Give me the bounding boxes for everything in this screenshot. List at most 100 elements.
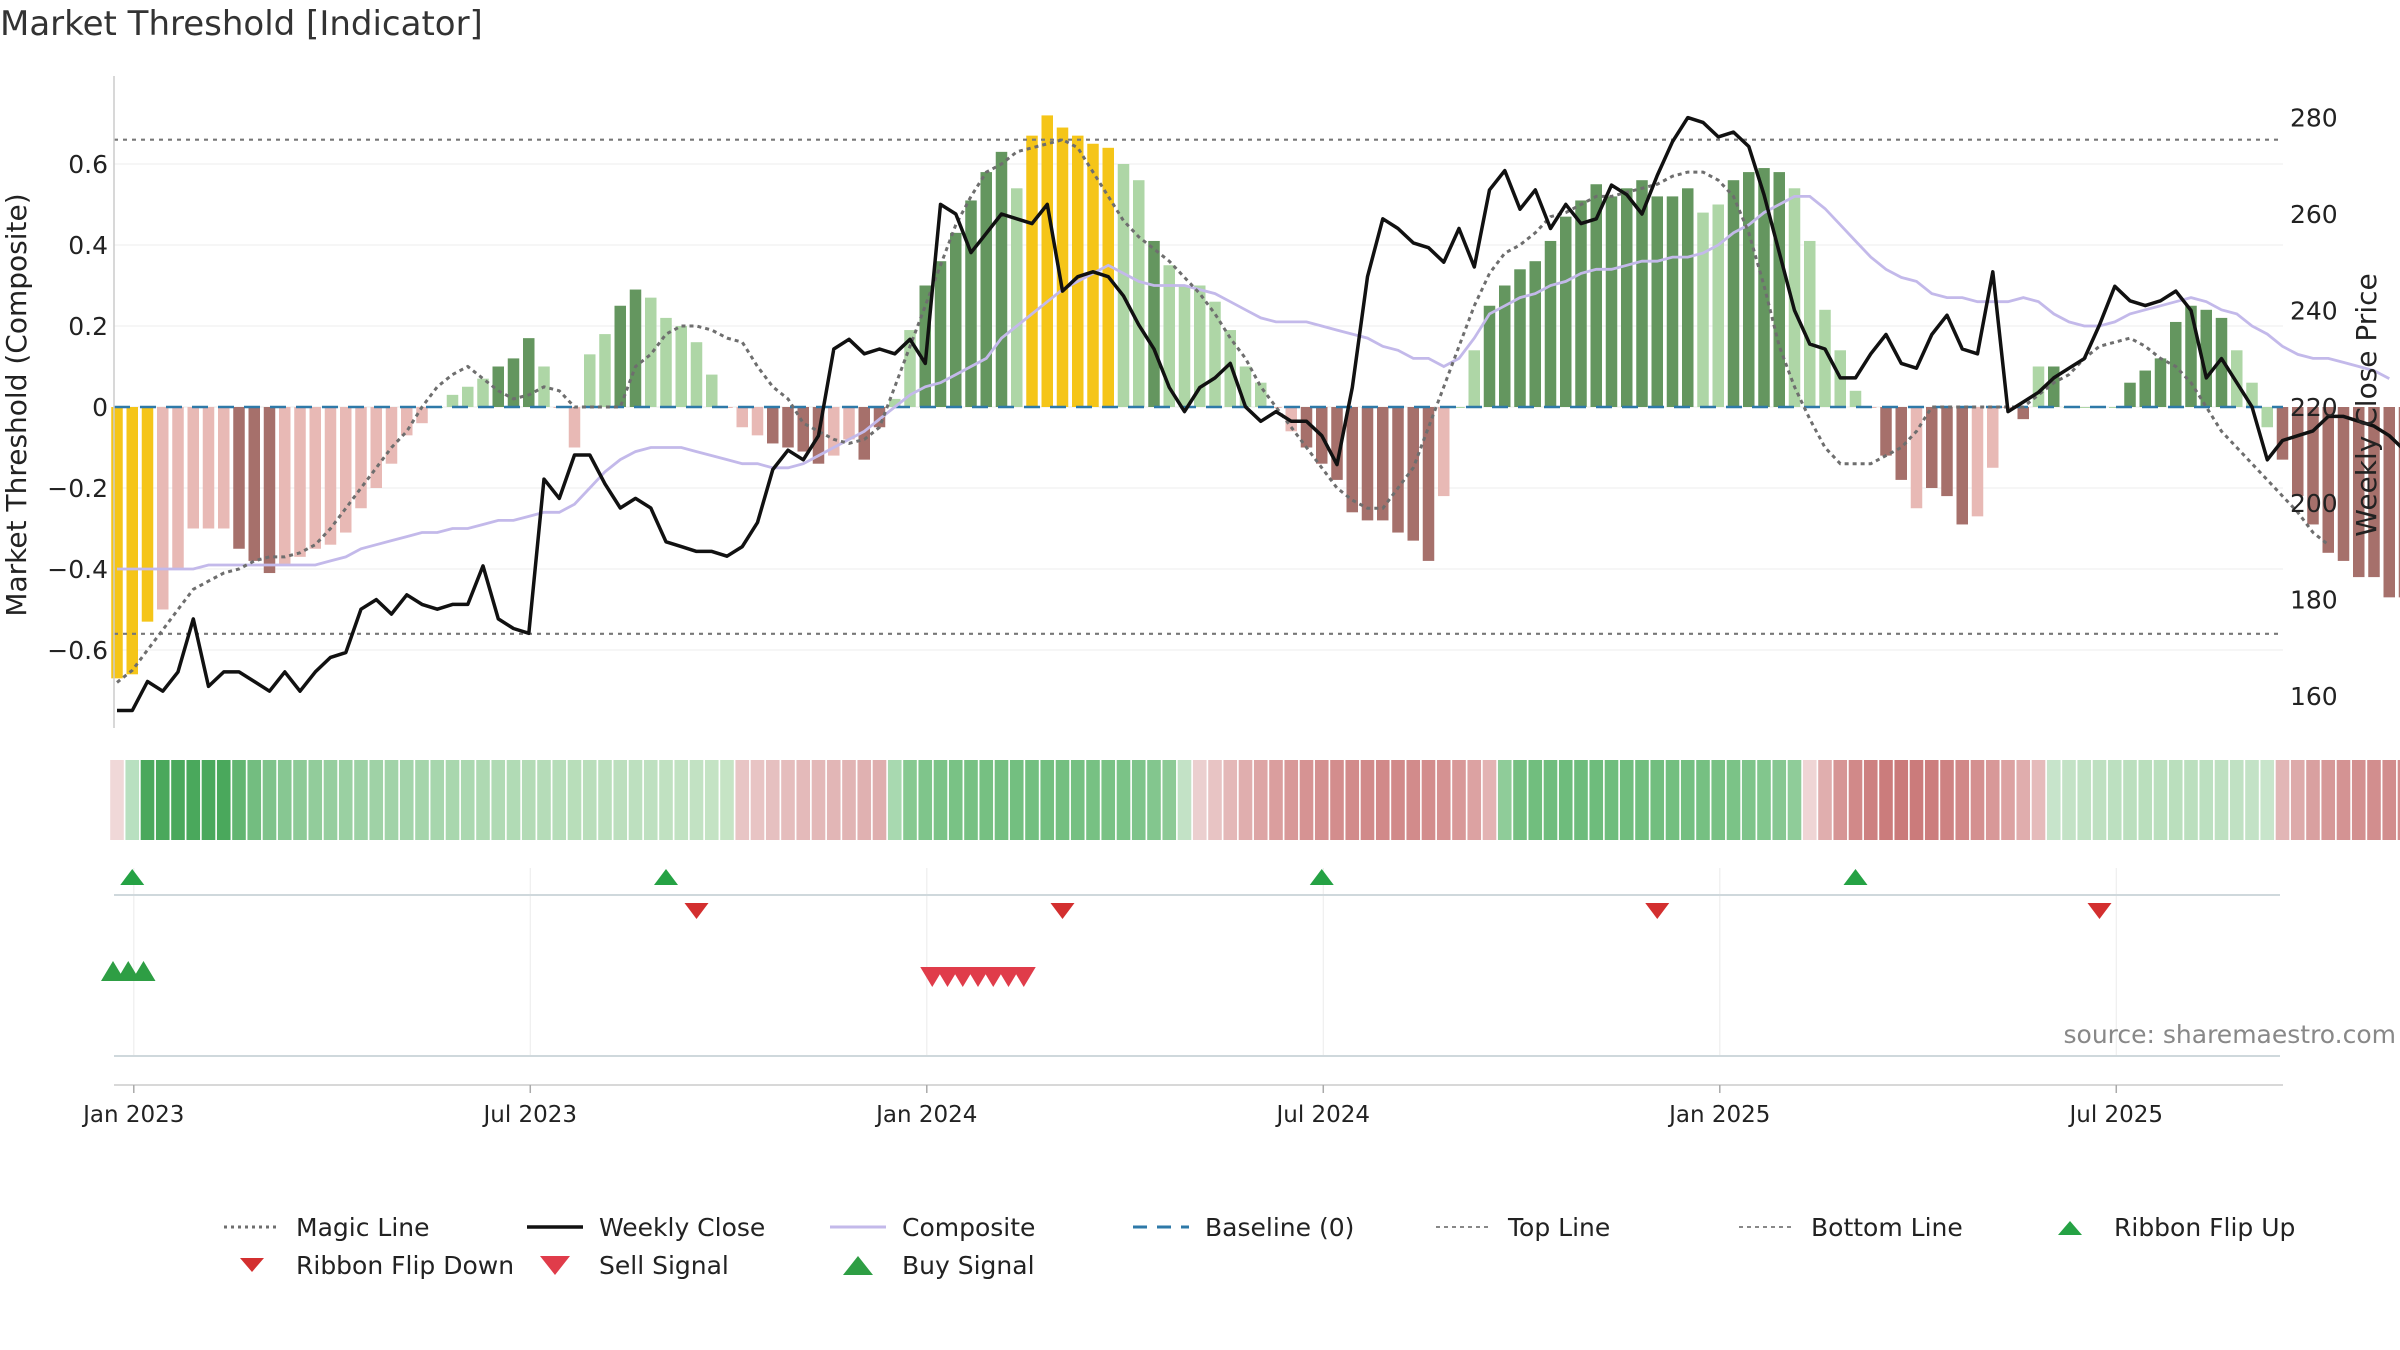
ribbon-cell <box>720 760 734 840</box>
threshold-bar <box>1026 135 1038 407</box>
ribbon-cell <box>1452 760 1466 840</box>
threshold-bars <box>111 115 2400 679</box>
ribbon-cell <box>1665 760 1680 840</box>
ribbon-cell <box>2321 760 2336 840</box>
ribbon-cell <box>1284 760 1299 840</box>
ribbon-cell <box>216 760 231 840</box>
legend-label: Top Line <box>1508 1212 1611 1242</box>
threshold-bar <box>324 407 337 545</box>
threshold-bar <box>1468 350 1480 407</box>
buy-signal-marker <box>116 961 141 981</box>
y-tick-label: 0.4 <box>68 231 108 260</box>
ribbon-cell <box>628 760 643 840</box>
ribbon-cell <box>735 760 750 840</box>
threshold-bar <box>1926 407 1938 488</box>
baseline-swatch <box>1133 1225 1189 1229</box>
threshold-bar <box>2170 321 2182 407</box>
threshold-bar <box>263 407 276 574</box>
magic-line-swatch <box>224 1225 280 1229</box>
ribbon-flip-down-marker <box>1050 903 1075 919</box>
axes: −0.6 −0.4 −0.2 0 0.2 0.4 0.6 160 180 200 220 240 260… <box>47 76 2338 728</box>
threshold-bar <box>568 407 581 448</box>
ribbon-cell <box>1543 760 1558 840</box>
ribbon-cell <box>704 760 719 840</box>
y2-tick-label: 280 <box>2290 104 2338 133</box>
ribbon-cell <box>811 760 826 840</box>
ribbon-cell <box>979 760 994 840</box>
threshold-bar <box>1910 407 1923 509</box>
ribbon-cell <box>293 760 307 840</box>
weekly-close-swatch <box>527 1225 583 1229</box>
ribbon-cell <box>2229 760 2244 840</box>
ribbon-cell <box>964 760 978 840</box>
threshold-bar <box>477 378 489 407</box>
threshold-bar <box>370 407 382 488</box>
threshold-bar <box>828 407 840 456</box>
sell-signal-marker <box>935 967 960 987</box>
weekly-close-line <box>117 115 2400 713</box>
ribbon-cell <box>1116 760 1131 840</box>
ribbon-cell <box>2001 760 2015 840</box>
threshold-bar <box>950 232 962 407</box>
ribbon-cell <box>1375 760 1390 840</box>
legend-label: Magic Line <box>296 1212 430 1242</box>
threshold-bar <box>2048 366 2060 407</box>
ribbon-cell <box>567 760 582 840</box>
ribbon-cell <box>1619 760 1634 840</box>
threshold-bar <box>736 407 748 428</box>
flip-down-swatch <box>240 1258 264 1272</box>
ribbon-cell <box>2184 760 2198 840</box>
threshold-bar <box>2261 407 2273 428</box>
ribbon-cell <box>140 760 155 840</box>
threshold-bar <box>873 407 886 428</box>
ribbon-cell <box>2046 760 2061 840</box>
ribbon-cell <box>1086 760 1100 840</box>
ribbon-cell <box>323 760 338 840</box>
ribbon-cell <box>1696 760 1710 840</box>
legend-sell-signal: Sell Signal <box>523 1250 826 1280</box>
y2-tick-label: 240 <box>2290 296 2338 325</box>
threshold-bar <box>1148 240 1160 407</box>
ribbon-cell <box>232 760 246 840</box>
ribbon-flip-down-marker <box>1645 903 1670 919</box>
ribbon-cell <box>430 760 445 840</box>
threshold-bar <box>1697 212 1709 407</box>
source-note: source: sharemaestro.com <box>2063 1020 2397 1049</box>
ribbon-cell <box>1650 760 1665 840</box>
threshold-bar <box>1438 407 1450 497</box>
ribbon-cell <box>1421 760 1436 840</box>
threshold-bar <box>492 366 504 407</box>
threshold-bar <box>1346 407 1358 513</box>
ribbon-cell <box>1040 760 1055 840</box>
ribbon-cell <box>1070 760 1085 840</box>
ribbon-cell <box>750 760 765 840</box>
ribbon-cell <box>1147 760 1161 840</box>
buy-signal-marker <box>101 961 125 981</box>
threshold-bar <box>1987 407 1999 468</box>
ribbon-cell <box>445 760 460 840</box>
ribbon-cell <box>1711 760 1726 840</box>
ribbon-cell <box>460 760 475 840</box>
legend-buy-signal: Buy Signal <box>826 1250 1129 1280</box>
threshold-bar <box>1971 407 1984 517</box>
threshold-bar <box>1300 407 1313 448</box>
ribbon-cell <box>2306 760 2320 840</box>
threshold-bar <box>904 330 916 407</box>
ribbon-cell <box>826 760 841 840</box>
threshold-bar <box>2109 407 2121 408</box>
threshold-bar <box>889 398 901 407</box>
grid-lines <box>114 163 2283 1055</box>
ribbon-cell <box>155 760 170 840</box>
ribbon-cell <box>2168 760 2183 840</box>
ribbon-cell <box>1635 760 1649 840</box>
threshold-bar <box>1956 407 1968 525</box>
y-tick-label: −0.2 <box>47 474 108 503</box>
threshold-bar <box>507 358 520 407</box>
y-axis-label: Market Threshold (Composite) <box>0 193 33 616</box>
threshold-bar <box>2124 382 2136 407</box>
threshold-bar <box>2307 407 2319 525</box>
threshold-bar <box>126 407 138 675</box>
threshold-bar <box>2368 407 2380 578</box>
y2-tick-label: 180 <box>2290 586 2338 615</box>
